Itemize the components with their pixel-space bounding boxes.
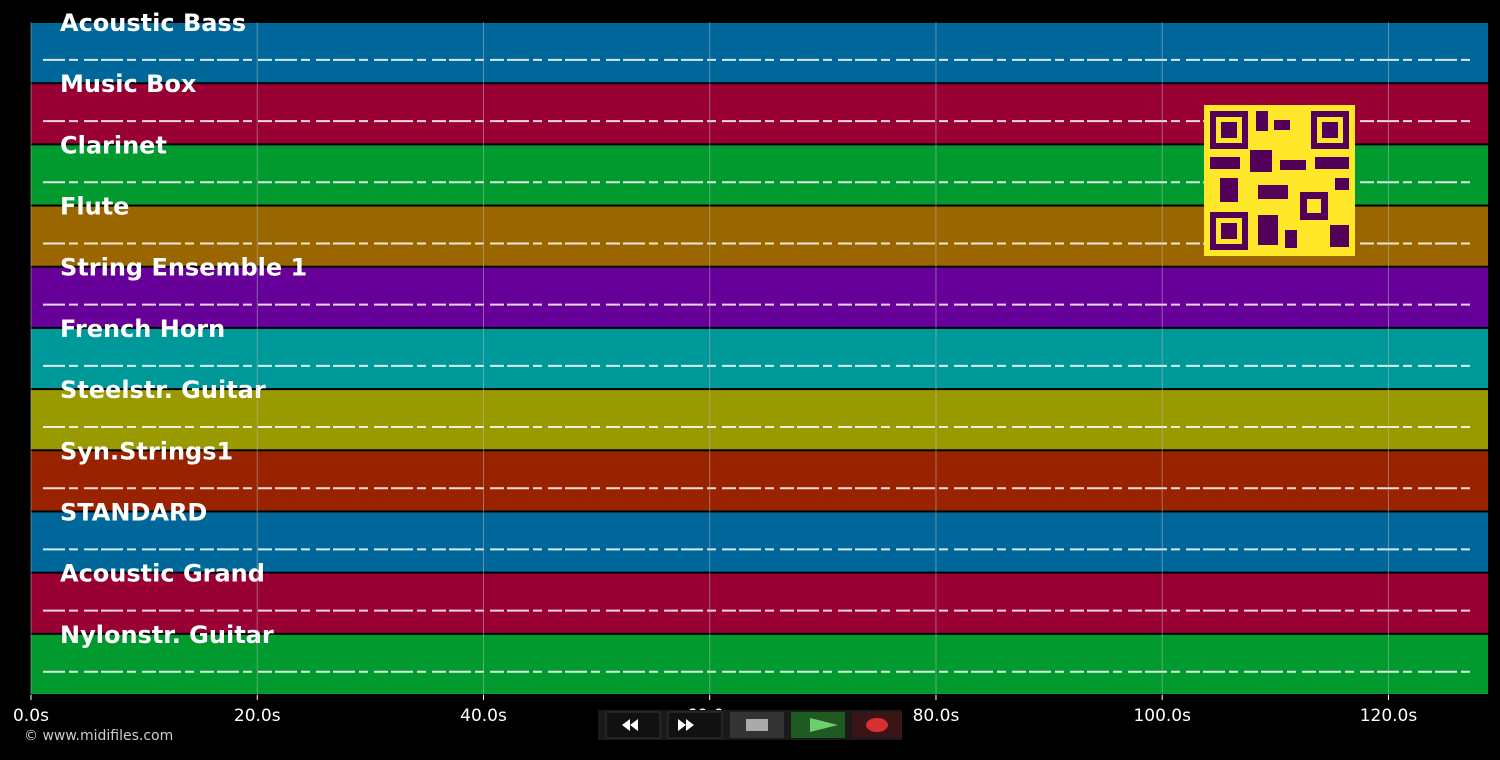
tracks: Acoustic Bass Music Box Clarinet Flute Strin… xyxy=(31,9,1488,694)
track-name: Clarinet xyxy=(60,131,167,159)
track-band xyxy=(31,512,1488,572)
track-name: Acoustic Grand xyxy=(60,560,265,588)
record-icon xyxy=(866,718,888,732)
x-tick-label: 80.0s xyxy=(913,706,960,726)
transport-controls xyxy=(598,710,902,740)
track-name: String Ensemble 1 xyxy=(60,254,307,282)
track-name: Nylonstr. Guitar xyxy=(60,621,274,649)
footer: © www.midifiles.com xyxy=(24,728,173,744)
track-name: STANDARD xyxy=(60,498,207,526)
x-tick-label: 0.0s xyxy=(13,706,49,726)
track-band xyxy=(31,634,1488,694)
qr-code xyxy=(1204,105,1355,256)
track-name: Acoustic Bass xyxy=(60,9,246,37)
track-name: Music Box xyxy=(60,70,197,98)
rewind-icon xyxy=(622,719,638,731)
play-icon xyxy=(810,718,838,732)
forward-icon xyxy=(678,719,694,731)
track-name: Flute xyxy=(60,193,129,221)
x-tick-label: 40.0s xyxy=(460,706,507,726)
track-band xyxy=(31,23,1488,83)
x-tick-label: 20.0s xyxy=(234,706,281,726)
track-name: French Horn xyxy=(60,315,225,343)
forward-button[interactable] xyxy=(667,711,723,739)
stop-icon xyxy=(746,719,768,731)
x-tick-label: 120.0s xyxy=(1360,706,1418,726)
track-band xyxy=(31,390,1488,450)
track-name: Syn.Strings1 xyxy=(60,437,233,465)
rewind-button[interactable] xyxy=(605,711,661,739)
track-band xyxy=(31,451,1488,511)
track-band xyxy=(31,573,1488,633)
track-name: Steelstr. Guitar xyxy=(60,376,266,404)
track-band xyxy=(31,328,1488,389)
track-band xyxy=(31,267,1488,327)
x-tick-label: 100.0s xyxy=(1133,706,1191,726)
